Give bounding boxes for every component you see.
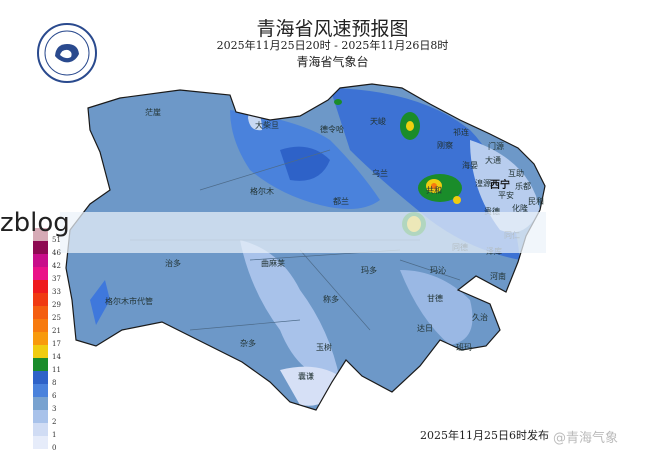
legend-color-band: [33, 293, 48, 306]
legend-tick-label: 42: [52, 262, 61, 270]
place-label: 湟源: [475, 179, 491, 188]
legend-tick-label: 51: [52, 236, 61, 244]
place-label: 大柴旦: [255, 121, 279, 130]
place-label: 刚察: [437, 141, 453, 150]
place-label: 门源: [488, 142, 504, 151]
place-label: 玛多: [361, 266, 377, 275]
legend-tick-label: 14: [52, 353, 61, 361]
place-label: 班玛: [456, 343, 472, 352]
place-label: 民和: [528, 197, 544, 206]
legend-tick-label: 3: [52, 405, 57, 413]
place-label: 天峻: [370, 117, 386, 126]
legend-color-band: [33, 384, 48, 397]
meteorological-observatory-logo: [36, 22, 98, 84]
legend-color-band: [33, 397, 48, 410]
place-label: 化隆: [512, 204, 528, 213]
place-label: 互助: [508, 169, 524, 178]
place-label: 称多: [323, 295, 339, 304]
legend-tick-label: 6: [52, 392, 57, 400]
legend-color-band: [33, 280, 48, 293]
place-label: 贵德: [484, 206, 500, 217]
place-label: 都兰: [333, 197, 349, 206]
legend-tick-label: 33: [52, 288, 61, 296]
legend-color-band: [33, 410, 48, 423]
place-label: 德令哈: [320, 125, 344, 134]
place-label: 治多: [165, 259, 181, 268]
legend-tick-label: 29: [52, 301, 61, 309]
legend-color-band: [33, 267, 48, 280]
legend-tick-label: 0: [52, 444, 57, 452]
overlay-watermark-text: zblog: [0, 208, 70, 238]
forecast-period: 2025年11月25日20时 - 2025年11月26日8时: [216, 39, 449, 52]
legend-tick-label: 11: [52, 366, 61, 374]
legend-color-band: [33, 306, 48, 319]
place-label: 久治: [472, 313, 488, 322]
legend-tick-label: 46: [52, 249, 61, 257]
watermark-band: [60, 212, 546, 253]
place-label: 大通: [485, 156, 501, 165]
legend-color-band: [33, 241, 48, 254]
place-label: 玉树: [316, 343, 332, 352]
place-label: 玛沁: [430, 266, 446, 275]
legend-color-band: [33, 436, 48, 449]
place-label: 乌兰: [372, 169, 388, 178]
place-label-capital: 西宁: [490, 180, 510, 191]
legend-color-band: [33, 254, 48, 267]
legend-tick-label: 21: [52, 327, 61, 335]
legend-color-band: [33, 371, 48, 384]
place-label: 海晏: [462, 161, 478, 170]
weibo-watermark: @青海气象: [553, 431, 619, 446]
legend-color-band: [33, 332, 48, 345]
map-title: 青海省风速预报图: [256, 18, 409, 40]
place-label: 祁连: [453, 128, 469, 137]
legend-tick-label: 2: [52, 418, 57, 426]
place-label: 囊谦: [298, 372, 314, 381]
legend-tick-label: 17: [52, 340, 61, 348]
place-label: 甘德: [427, 294, 443, 303]
place-label: 共和: [426, 186, 442, 195]
legend-color-band: [33, 423, 48, 436]
issuing-organization: 青海省气象台: [296, 55, 369, 69]
legend-color-band: [33, 228, 48, 241]
place-label: 格尔木市代管: [105, 297, 153, 306]
legend-color-band: [33, 358, 48, 371]
place-label: 杂多: [240, 339, 256, 348]
place-label: 茫崖: [145, 108, 161, 117]
wind-speed-legend: [33, 228, 48, 449]
place-label: 乐都: [515, 182, 531, 191]
legend-tick-label: 8: [52, 379, 57, 387]
issue-time: 2025年11月25日6时发布: [420, 429, 549, 442]
place-label: 达日: [417, 324, 433, 333]
legend-tick-label: 25: [52, 314, 61, 322]
legend-color-band: [33, 345, 48, 358]
legend-color-band: [33, 319, 48, 332]
legend-tick-label: 37: [52, 275, 61, 283]
place-label: 平安: [498, 191, 514, 200]
place-label: 河南: [490, 272, 506, 281]
place-label: 曲麻莱: [261, 259, 285, 268]
place-label: 格尔木: [250, 187, 274, 196]
legend-tick-label: 1: [52, 431, 57, 439]
